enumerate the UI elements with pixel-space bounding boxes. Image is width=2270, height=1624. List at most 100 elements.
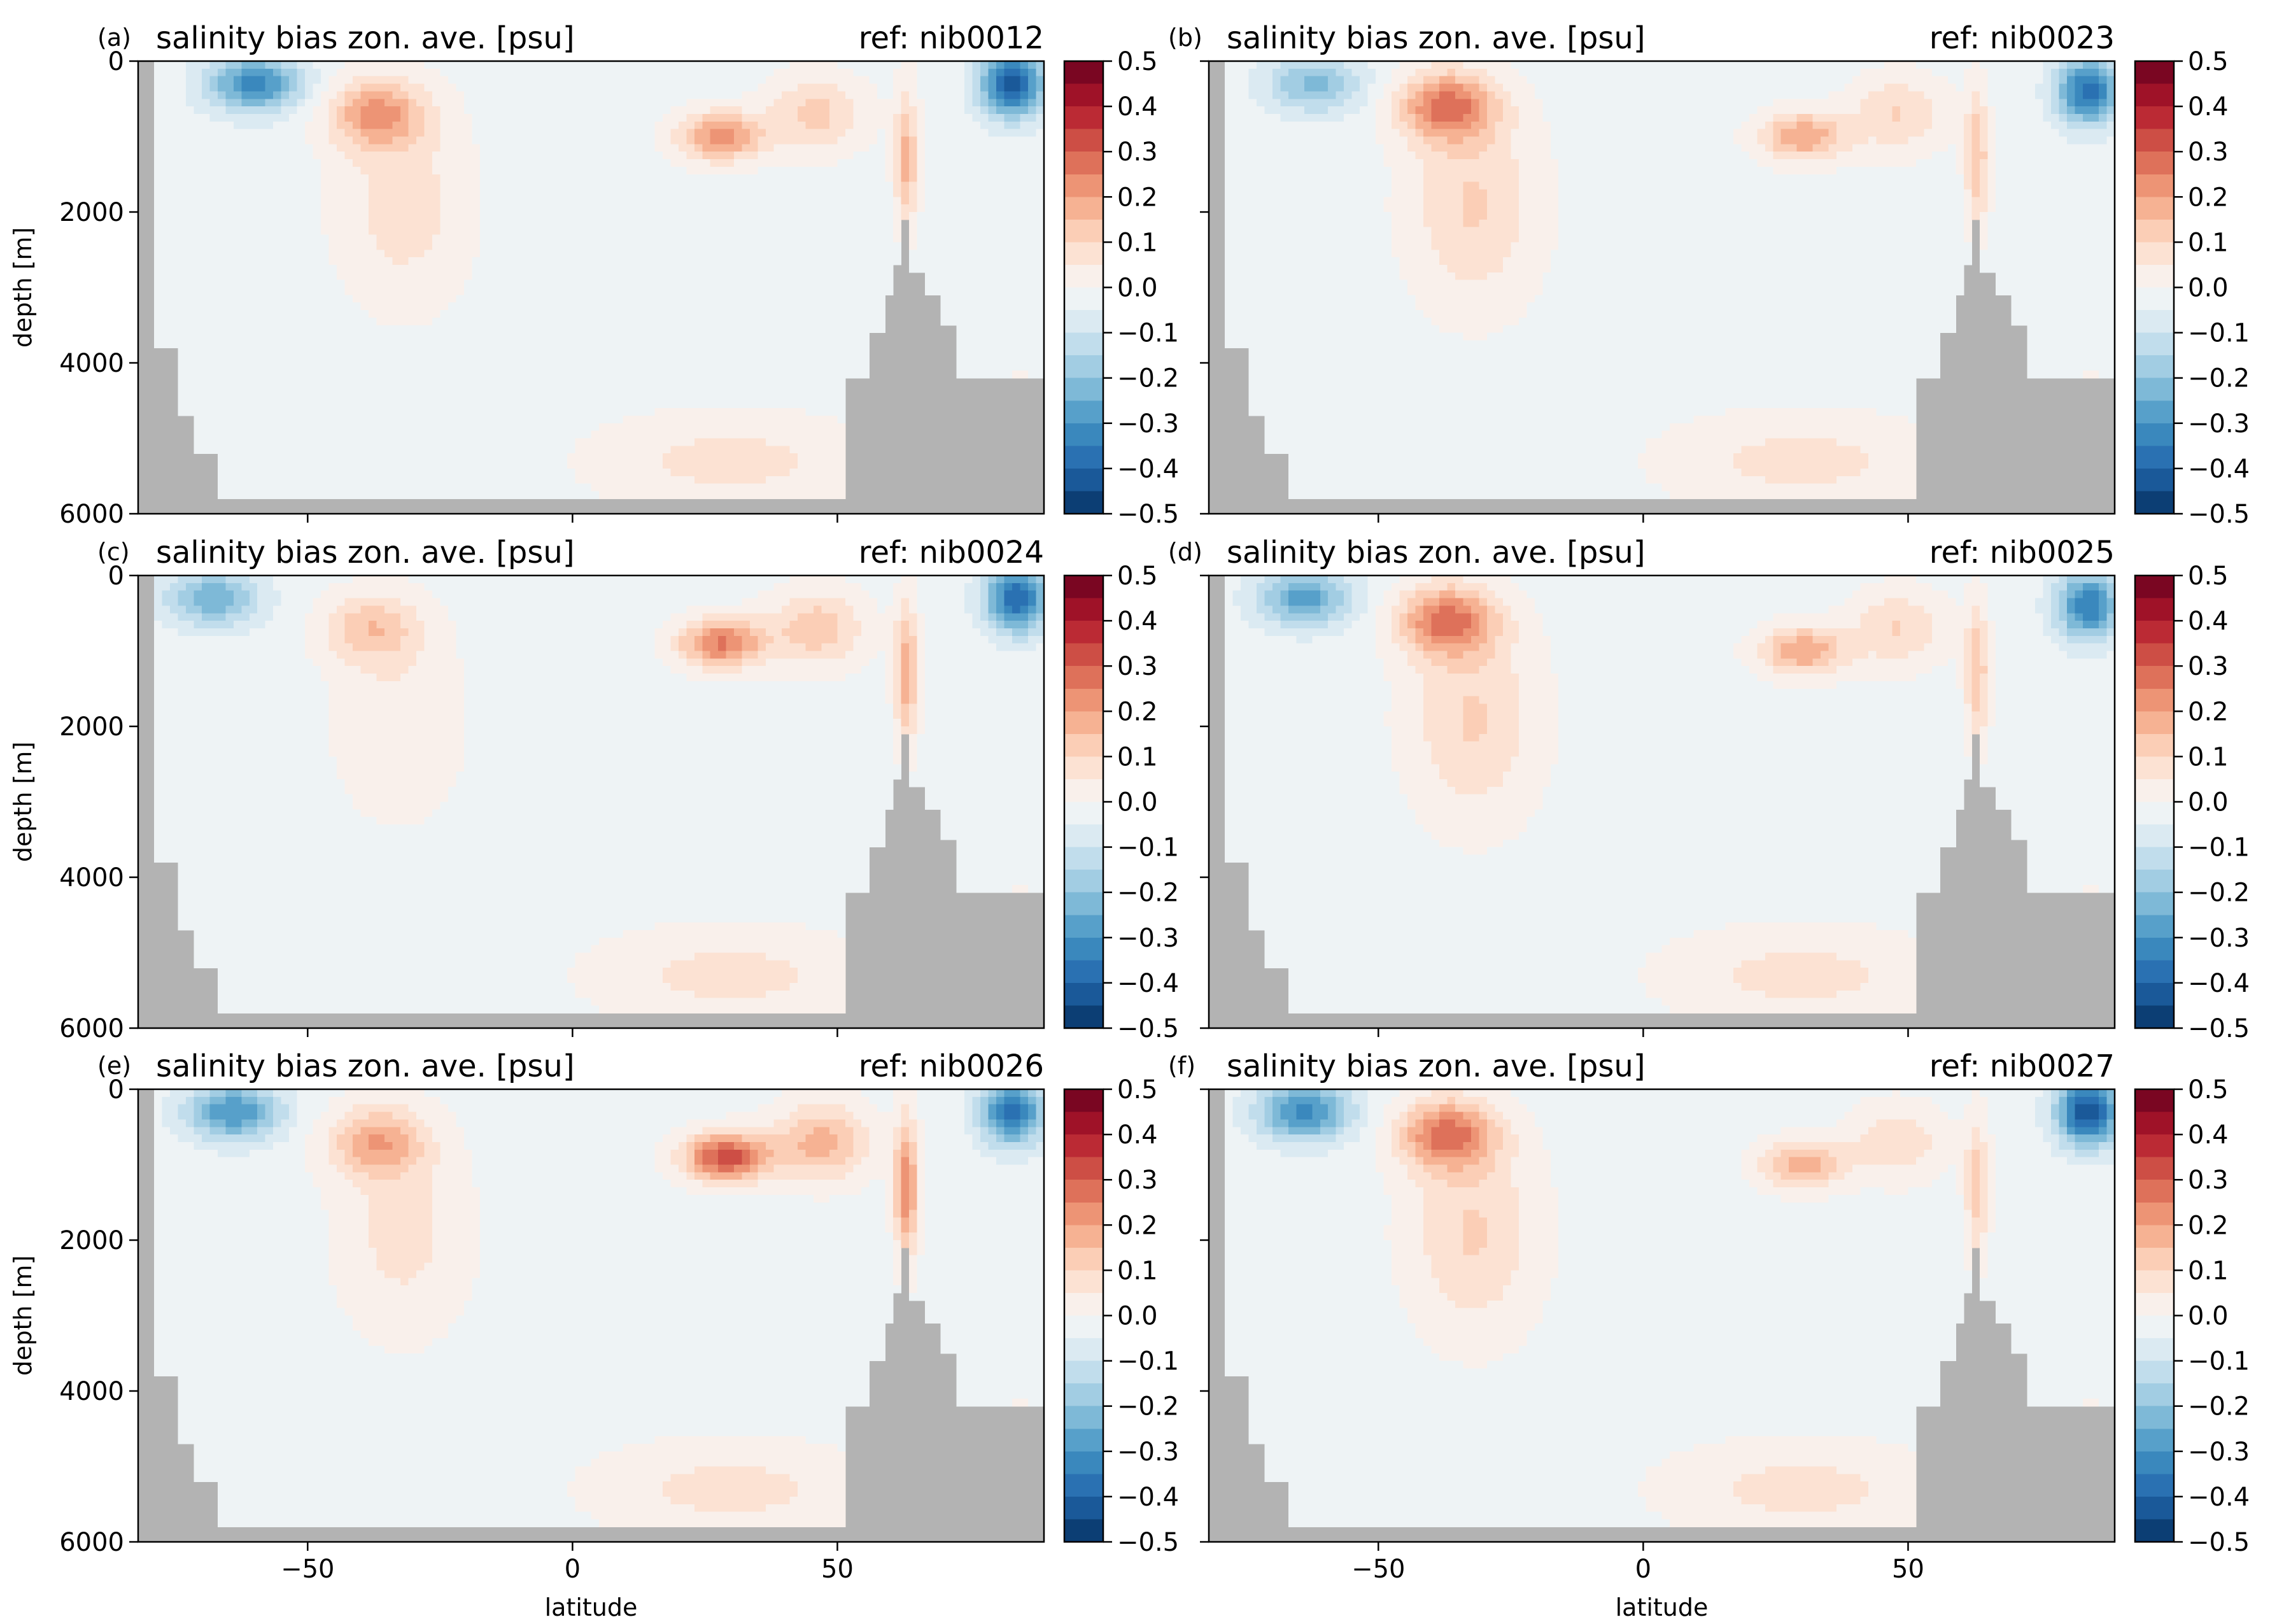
heatmap-cell bbox=[153, 234, 163, 243]
heatmap-cell bbox=[630, 61, 639, 69]
heatmap-cell bbox=[360, 91, 369, 99]
heatmap-cell bbox=[257, 408, 266, 416]
heatmap-cell bbox=[201, 340, 210, 348]
heatmap-cell bbox=[225, 400, 234, 409]
heatmap-cell bbox=[638, 279, 647, 288]
heatmap-cell bbox=[773, 197, 782, 205]
heatmap-cell bbox=[551, 438, 560, 446]
heatmap-cell bbox=[814, 264, 822, 273]
heatmap-cell bbox=[551, 370, 560, 379]
heatmap-cell bbox=[488, 461, 497, 469]
heatmap-cell bbox=[257, 234, 266, 243]
heatmap-cell bbox=[400, 129, 409, 138]
heatmap-cell bbox=[766, 99, 775, 107]
heatmap-cell bbox=[368, 257, 377, 265]
heatmap-cell bbox=[495, 325, 504, 334]
heatmap-cell bbox=[742, 310, 751, 318]
heatmap-cell bbox=[742, 159, 751, 167]
heatmap-cell bbox=[463, 257, 472, 265]
heatmap-cell bbox=[766, 61, 775, 69]
heatmap-cell bbox=[472, 234, 481, 243]
heatmap-cell bbox=[638, 378, 647, 386]
heatmap-cell bbox=[456, 363, 465, 371]
heatmap-cell bbox=[360, 476, 369, 484]
heatmap-cell bbox=[726, 310, 735, 318]
heatmap-cell bbox=[424, 317, 433, 326]
heatmap-cell bbox=[472, 250, 481, 258]
heatmap-area bbox=[138, 61, 1044, 514]
heatmap-cell bbox=[440, 181, 449, 190]
heatmap-cell bbox=[353, 415, 362, 424]
heatmap-cell bbox=[837, 423, 846, 432]
heatmap-cell bbox=[567, 279, 576, 288]
heatmap-cell bbox=[845, 250, 854, 258]
heatmap-cell bbox=[169, 106, 179, 115]
heatmap-cell bbox=[662, 332, 671, 341]
heatmap-cell bbox=[321, 204, 330, 213]
heatmap-cell bbox=[194, 370, 202, 379]
heatmap-cell bbox=[766, 242, 775, 250]
heatmap-cell bbox=[726, 136, 735, 145]
heatmap-cell bbox=[734, 83, 743, 92]
heatmap-cell bbox=[591, 174, 600, 183]
heatmap-cell bbox=[638, 438, 647, 446]
heatmap-cell bbox=[289, 264, 298, 273]
heatmap-cell bbox=[527, 423, 536, 432]
heatmap-cell bbox=[337, 272, 346, 281]
heatmap-cell bbox=[718, 446, 727, 454]
heatmap-cell bbox=[654, 483, 663, 492]
heatmap-cell bbox=[583, 83, 592, 92]
heatmap-cell bbox=[623, 61, 631, 69]
heatmap-cell bbox=[225, 181, 234, 190]
heatmap-cell bbox=[194, 257, 202, 265]
heatmap-cell bbox=[249, 378, 258, 386]
heatmap-cell bbox=[281, 242, 290, 250]
heatmap-cell bbox=[821, 476, 830, 484]
heatmap-cell bbox=[353, 348, 362, 356]
heatmap-cell bbox=[472, 181, 481, 190]
heatmap-cell bbox=[257, 483, 266, 492]
heatmap-cell bbox=[313, 181, 321, 190]
heatmap-cell bbox=[742, 295, 751, 303]
heatmap-cell bbox=[241, 152, 250, 160]
heatmap-cell bbox=[201, 234, 210, 243]
heatmap-cell bbox=[591, 181, 600, 190]
heatmap-cell bbox=[185, 99, 194, 107]
heatmap-cell bbox=[297, 423, 306, 432]
heatmap-cell bbox=[814, 287, 822, 295]
heatmap-cell bbox=[805, 295, 814, 303]
heatmap-cell bbox=[360, 83, 369, 92]
heatmap-cell bbox=[321, 159, 330, 167]
heatmap-cell bbox=[249, 287, 258, 295]
heatmap-cell bbox=[646, 227, 655, 236]
heatmap-cell bbox=[583, 355, 592, 364]
heatmap-cell bbox=[678, 136, 687, 145]
heatmap-cell bbox=[670, 76, 679, 85]
heatmap-cell bbox=[265, 446, 274, 454]
heatmap-cell bbox=[297, 166, 306, 175]
heatmap-cell bbox=[162, 106, 171, 115]
heatmap-cell bbox=[448, 325, 456, 334]
heatmap-cell bbox=[614, 91, 624, 99]
heatmap-cell bbox=[718, 483, 727, 492]
heatmap-cell bbox=[432, 453, 441, 462]
heatmap-cell bbox=[368, 106, 377, 115]
heatmap-cell bbox=[504, 113, 512, 122]
heatmap-cell bbox=[392, 257, 401, 265]
heatmap-cell bbox=[519, 491, 528, 499]
heatmap-cell bbox=[670, 197, 679, 205]
heatmap-cell bbox=[543, 332, 552, 341]
heatmap-cell bbox=[638, 204, 647, 213]
heatmap-cell bbox=[766, 438, 775, 446]
heatmap-cell bbox=[734, 257, 743, 265]
heatmap-cell bbox=[416, 174, 425, 183]
heatmap-cell bbox=[670, 242, 679, 250]
heatmap-cell bbox=[598, 302, 608, 311]
heatmap-cell bbox=[583, 250, 592, 258]
heatmap-cell bbox=[424, 446, 433, 454]
heatmap-cell bbox=[448, 310, 456, 318]
heatmap-cell bbox=[694, 234, 703, 243]
heatmap-cell bbox=[353, 446, 362, 454]
heatmap-cell bbox=[638, 197, 647, 205]
heatmap-cell bbox=[225, 197, 234, 205]
